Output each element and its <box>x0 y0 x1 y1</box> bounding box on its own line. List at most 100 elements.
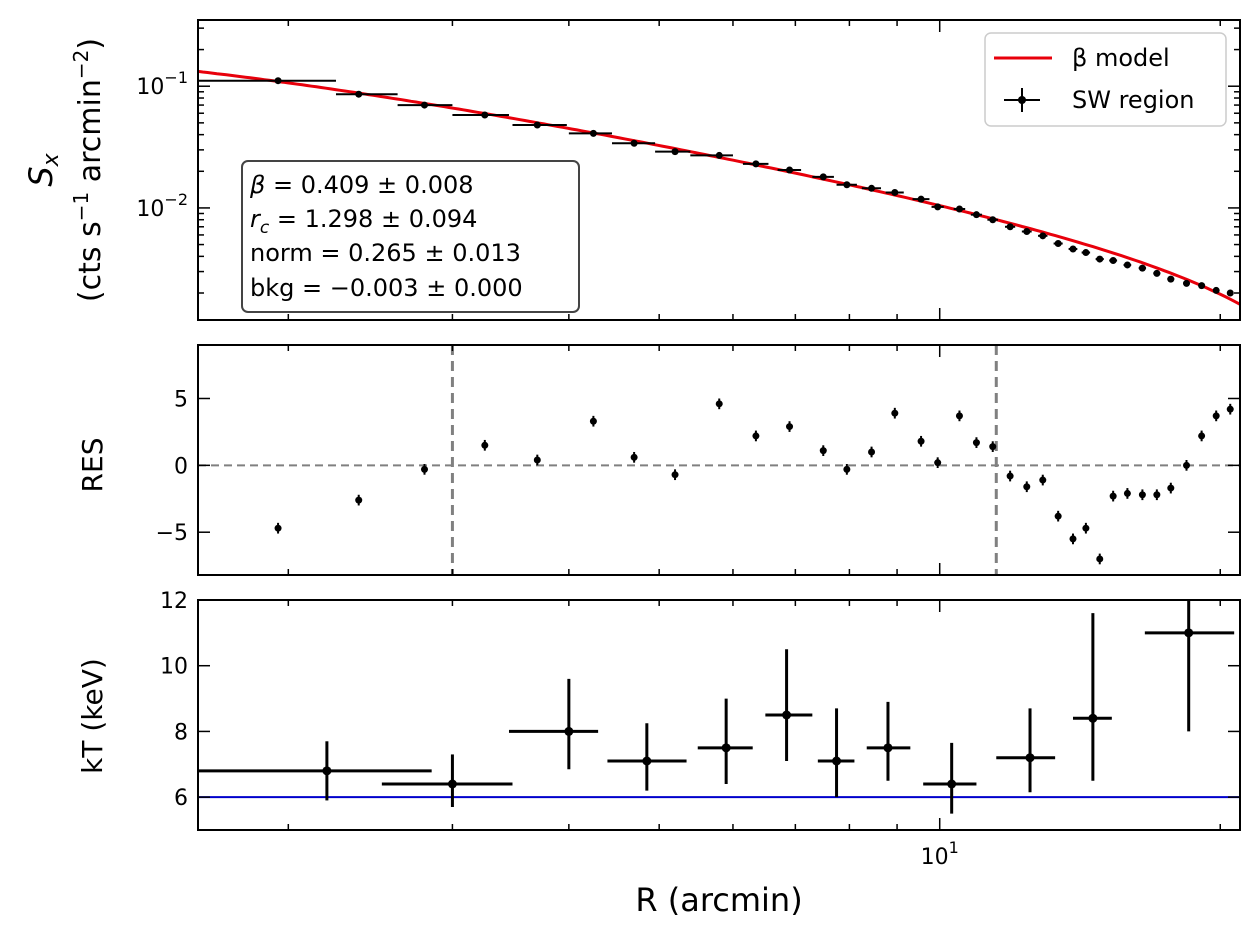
residual-point <box>1167 484 1175 492</box>
residual-point <box>1082 524 1090 532</box>
kt-data-point <box>564 726 574 736</box>
sb-data-point <box>1212 286 1220 294</box>
sb-data-point <box>589 129 597 137</box>
residual-point <box>955 412 963 420</box>
bot-xlabel: R (arcmin) <box>635 881 802 919</box>
residual-point <box>355 496 363 504</box>
top-ytick-label: 10−2 <box>136 190 188 222</box>
fit-parameters-frame <box>241 160 580 313</box>
residual-point <box>1123 489 1131 497</box>
sb-data-point <box>1096 255 1104 263</box>
bot-ytick-label: 6 <box>174 786 188 811</box>
residual-point <box>891 409 899 417</box>
residual-point <box>1096 555 1104 563</box>
residual-point <box>843 465 851 473</box>
kt-data-point <box>1025 753 1035 763</box>
residual-point <box>1006 472 1014 480</box>
bot-xtick-label: 101 <box>921 838 959 870</box>
sb-data-point <box>1069 245 1077 253</box>
top-ylabel-line1: Sx <box>22 152 64 186</box>
top-plot-frame <box>197 19 1241 321</box>
residual-point <box>1109 492 1117 500</box>
sb-data-point <box>630 139 638 147</box>
residual-point <box>819 447 827 455</box>
mid-plot-frame <box>197 344 1241 576</box>
residual-point <box>1069 535 1077 543</box>
sb-data-point <box>1006 223 1014 231</box>
sb-data-point <box>1226 289 1234 297</box>
sb-data-point <box>671 148 679 156</box>
sb-data-point <box>715 151 723 159</box>
top-ylabel-line2: (cts s−1 arcmin−2) <box>69 38 108 302</box>
param-bkg: bkg = −0.003 ± 0.000 <box>250 274 523 302</box>
residual-point <box>868 448 876 456</box>
sb-data-point <box>420 101 428 109</box>
kt-data-point <box>832 756 842 766</box>
residual-point <box>481 441 489 449</box>
mid-ytick-label: 0 <box>174 454 188 479</box>
sb-data-point <box>786 166 794 174</box>
bot-ylabel: kT (keV) <box>76 658 109 774</box>
residual-point <box>989 443 997 451</box>
sb-data-point <box>274 77 282 85</box>
bot-ytick-label: 10 <box>160 655 188 680</box>
sb-data-point <box>1054 240 1062 248</box>
sb-data-point <box>1138 264 1146 272</box>
sb-data-point <box>891 188 899 196</box>
legend-data-swatch <box>1004 88 1040 112</box>
residuals-panel: 5 0 −5 RES <box>76 344 1241 576</box>
kt-data-point <box>447 779 457 789</box>
kt-data-point <box>1088 713 1098 723</box>
sb-data-point <box>843 181 851 189</box>
kt-data-point <box>1184 628 1194 638</box>
mid-ytick-label: 5 <box>174 387 188 412</box>
residual-point <box>420 465 428 473</box>
bot-plot-frame <box>197 599 1241 831</box>
residual-point <box>1039 476 1047 484</box>
residual-point <box>917 437 925 445</box>
residual-point <box>1212 412 1220 420</box>
bot-ytick-label: 8 <box>174 720 188 745</box>
residual-point <box>1153 491 1161 499</box>
sb-data-point <box>1123 261 1131 269</box>
fit-parameters-box: β = 0.409 ± 0.008 rc = 1.298 ± 0.094 nor… <box>241 160 580 313</box>
residual-point <box>671 471 679 479</box>
residual-point <box>972 439 980 447</box>
sb-data-point <box>1082 249 1090 257</box>
residual-point <box>934 459 942 467</box>
sb-data-point <box>481 111 489 119</box>
residual-point <box>715 400 723 408</box>
kt-data-point <box>947 779 957 789</box>
residual-point <box>786 423 794 431</box>
sb-data-point <box>989 216 997 224</box>
sb-data-point <box>819 173 827 181</box>
residual-point <box>630 453 638 461</box>
residual-point <box>752 432 760 440</box>
residual-point <box>589 417 597 425</box>
kt-data-point <box>883 743 893 753</box>
param-rc: rc = 1.298 ± 0.094 <box>250 205 477 238</box>
mid-ytick-label: −5 <box>156 521 188 546</box>
residual-point <box>1198 432 1206 440</box>
residual-point <box>274 524 282 532</box>
sb-data-point <box>1167 275 1175 283</box>
surface-brightness-panel: 10−1 10−2 Sx (cts s−1 arcmin−2) β model S… <box>22 19 1241 321</box>
kt-data-point <box>782 710 792 720</box>
sb-data-point <box>1183 279 1191 287</box>
residual-point <box>1183 461 1191 469</box>
residual-point <box>1023 483 1031 491</box>
kt-data-point <box>642 756 652 766</box>
legend: β model SW region <box>984 32 1227 127</box>
mid-ylabel: RES <box>76 438 109 493</box>
sb-data-point <box>868 184 876 192</box>
sb-data-point <box>917 195 925 203</box>
residual-point <box>1138 491 1146 499</box>
kt-data-point <box>322 766 332 776</box>
residual-point <box>1226 405 1234 413</box>
param-beta: β = 0.409 ± 0.008 <box>249 171 474 199</box>
sb-data-point <box>1109 256 1117 264</box>
residual-point <box>1054 512 1062 520</box>
param-norm: norm = 0.265 ± 0.013 <box>250 239 521 267</box>
sb-data-point <box>1023 228 1031 236</box>
sb-data-point <box>752 160 760 168</box>
